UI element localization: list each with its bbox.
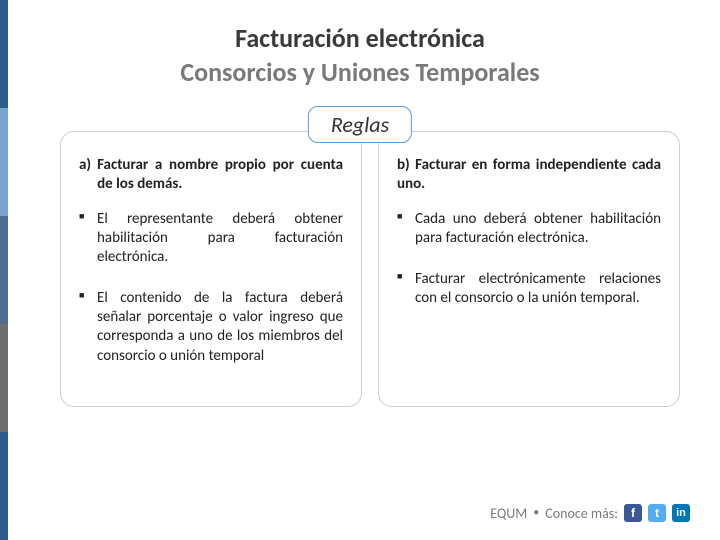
- columns-container: a) Facturar a nombre propio por cuenta d…: [60, 131, 680, 407]
- column-left-header: a) Facturar a nombre propio por cuenta d…: [79, 156, 343, 194]
- list-item: Facturar electrónicamente relaciones con…: [397, 270, 661, 308]
- left-accent-sidebar: [0, 0, 8, 540]
- list-item: El representante deberá obtener habilita…: [79, 210, 343, 268]
- linkedin-icon[interactable]: in: [672, 504, 690, 522]
- title-block: Facturación electrónica Consorcios y Uni…: [0, 0, 720, 88]
- sidebar-seg-2: [0, 108, 8, 216]
- sidebar-seg-1: [0, 0, 8, 108]
- column-right-header: b) Facturar en forma independiente cada …: [397, 156, 661, 194]
- column-left-letter: a): [79, 156, 91, 194]
- title-line1: Facturación electrónica: [0, 22, 720, 54]
- sidebar-seg-5: [0, 432, 8, 540]
- footer-separator: •: [533, 506, 539, 520]
- column-right-bullets: Cada uno deberá obtener habilitación par…: [397, 210, 661, 309]
- column-left: a) Facturar a nombre propio por cuenta d…: [60, 131, 362, 407]
- footer: EQUM • Conoce más: f t in: [490, 504, 690, 522]
- reglas-badge: Reglas: [308, 106, 412, 143]
- sidebar-seg-3: [0, 216, 8, 324]
- sidebar-seg-4: [0, 324, 8, 432]
- list-item: Cada uno deberá obtener habilitación par…: [397, 210, 661, 248]
- footer-brand: EQUM: [490, 505, 527, 522]
- column-right: b) Facturar en forma independiente cada …: [378, 131, 680, 407]
- facebook-icon[interactable]: f: [624, 504, 642, 522]
- list-item: El contenido de la factura deberá señala…: [79, 289, 343, 366]
- column-left-header-text: Facturar a nombre propio por cuenta de l…: [97, 156, 343, 194]
- footer-tagline: Conoce más:: [545, 505, 618, 522]
- title-line2: Consorcios y Uniones Temporales: [0, 56, 720, 88]
- column-left-bullets: El representante deberá obtener habilita…: [79, 210, 343, 366]
- twitter-icon[interactable]: t: [648, 504, 666, 522]
